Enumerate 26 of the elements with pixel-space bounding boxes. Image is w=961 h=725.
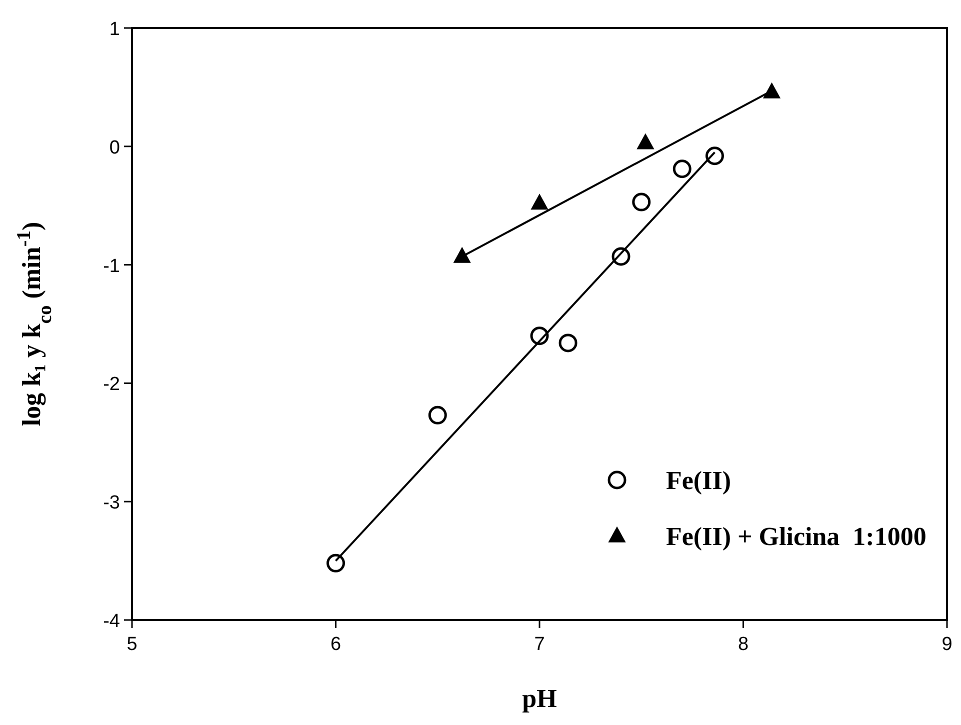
y-tick-label: 1: [109, 19, 120, 40]
x-tick-label: 5: [126, 634, 138, 655]
point: [762, 82, 781, 98]
x-axis-title: pH: [522, 684, 557, 713]
y-tick-label: -1: [103, 256, 120, 277]
point: [326, 554, 345, 572]
point: [672, 160, 692, 178]
x-tick-label: 6: [330, 634, 342, 655]
point: [453, 246, 471, 263]
point: [612, 247, 630, 266]
x-tick-label: 9: [942, 634, 952, 655]
y-tick-label: -3: [103, 492, 120, 514]
x-tick-label: 7: [534, 634, 545, 655]
point: [636, 133, 654, 150]
legend-label: Fe(II) + Glicina 1:1000: [666, 522, 926, 551]
x-tick-label: 8: [738, 634, 749, 655]
point: [428, 406, 447, 424]
y-tick-label: 0: [109, 137, 120, 158]
point: [705, 146, 724, 166]
point: [632, 192, 651, 212]
point: [530, 194, 548, 210]
point: [558, 334, 578, 352]
legend-label: Fe(II): [666, 466, 731, 495]
y-tick-label: -4: [103, 611, 120, 632]
y-tick-label: -2: [103, 374, 120, 396]
point: [530, 326, 549, 346]
